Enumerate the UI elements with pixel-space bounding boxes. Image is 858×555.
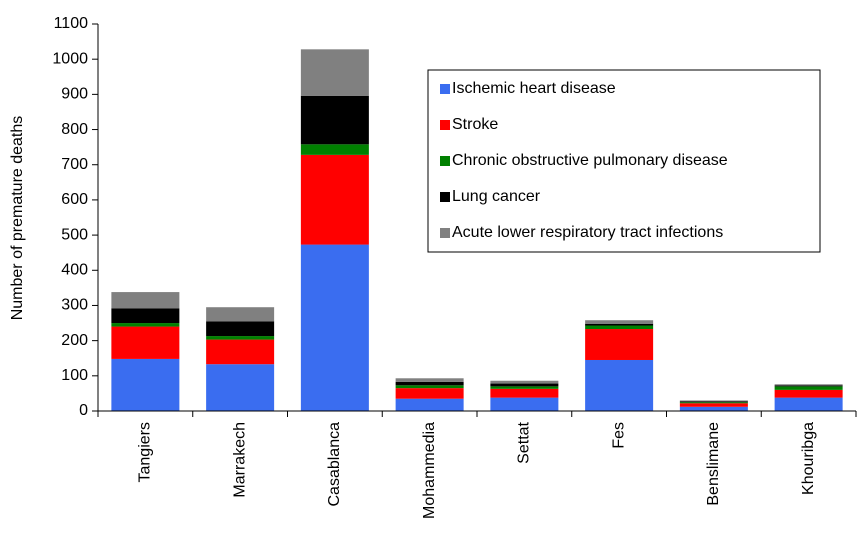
- bar-segment: [111, 358, 180, 411]
- bar-segment: [679, 401, 748, 403]
- legend-label: Stroke: [452, 116, 498, 133]
- bar-segment: [679, 402, 748, 404]
- bar-segment: [206, 321, 275, 337]
- bar-segment: [490, 386, 559, 389]
- y-tick-label: 0: [79, 402, 88, 419]
- bar-segment: [300, 244, 369, 411]
- bar-segment: [585, 320, 654, 324]
- legend-label: Acute lower respiratory tract infections: [452, 224, 723, 241]
- bar-segment: [774, 384, 843, 386]
- legend-label: Lung cancer: [452, 188, 541, 205]
- bar-segment: [585, 325, 654, 330]
- bar-segment: [774, 397, 843, 411]
- bar-segment: [490, 388, 559, 398]
- bar-segment: [206, 339, 275, 365]
- x-tick-label: Mohammedia: [421, 422, 438, 519]
- bar-segment: [585, 323, 654, 326]
- y-tick-label: 100: [61, 367, 88, 384]
- bar-segment: [585, 359, 654, 411]
- y-tick-label: 800: [61, 121, 88, 138]
- y-tick-label: 1000: [52, 50, 88, 67]
- bar-segment: [395, 381, 464, 386]
- legend-swatch: [440, 120, 450, 130]
- bar-segment: [679, 400, 748, 402]
- y-tick-label: 700: [61, 156, 88, 173]
- y-tick-label: 1100: [54, 15, 89, 32]
- y-tick-label: 500: [61, 226, 88, 243]
- y-tick-label: 900: [61, 86, 88, 103]
- bar-segment: [490, 383, 559, 387]
- legend-swatch: [440, 228, 450, 238]
- legend-swatch: [440, 192, 450, 202]
- bar-segment: [300, 49, 369, 96]
- bar-segment: [111, 323, 180, 327]
- bar-segment: [585, 329, 654, 360]
- bar-segment: [395, 385, 464, 389]
- x-tick-label: Settat: [516, 421, 533, 463]
- bar-segment: [111, 308, 180, 324]
- y-tick-label: 300: [61, 297, 88, 314]
- bar-segment: [395, 398, 464, 411]
- legend-label: Chronic obstructive pulmonary disease: [452, 152, 728, 169]
- bar-segment: [774, 386, 843, 390]
- bar-segment: [206, 307, 275, 322]
- legend-label: Ischemic heart disease: [452, 80, 616, 97]
- y-axis-label: Number of premature deaths: [9, 116, 26, 321]
- bar-segment: [679, 403, 748, 407]
- y-tick-label: 400: [61, 261, 88, 278]
- x-tick-label: Casablanca: [326, 422, 343, 507]
- bar-segment: [490, 380, 559, 384]
- bar-segment: [206, 336, 275, 340]
- bar-segment: [395, 388, 464, 399]
- bar-segment: [490, 397, 559, 411]
- x-tick-label: Tangiers: [137, 422, 154, 482]
- x-tick-label: Benslimane: [705, 422, 722, 506]
- legend-swatch: [440, 156, 450, 166]
- x-tick-label: Marrakech: [231, 422, 248, 498]
- bar-segment: [774, 385, 843, 387]
- bar-segment: [774, 389, 843, 398]
- bar-segment: [679, 406, 748, 411]
- bar-segment: [395, 378, 464, 382]
- bar-segment: [206, 364, 275, 411]
- bar-segment: [300, 144, 369, 155]
- x-tick-label: Khouribga: [800, 422, 817, 495]
- y-tick-label: 600: [61, 191, 88, 208]
- bar-segment: [300, 154, 369, 245]
- bar-segment: [111, 292, 180, 309]
- bar-segment: [300, 95, 369, 145]
- legend-box: [427, 69, 821, 253]
- x-tick-label: Fes: [610, 422, 627, 449]
- bar-segment: [111, 326, 180, 359]
- y-tick-label: 200: [61, 332, 88, 349]
- legend-swatch: [440, 84, 450, 94]
